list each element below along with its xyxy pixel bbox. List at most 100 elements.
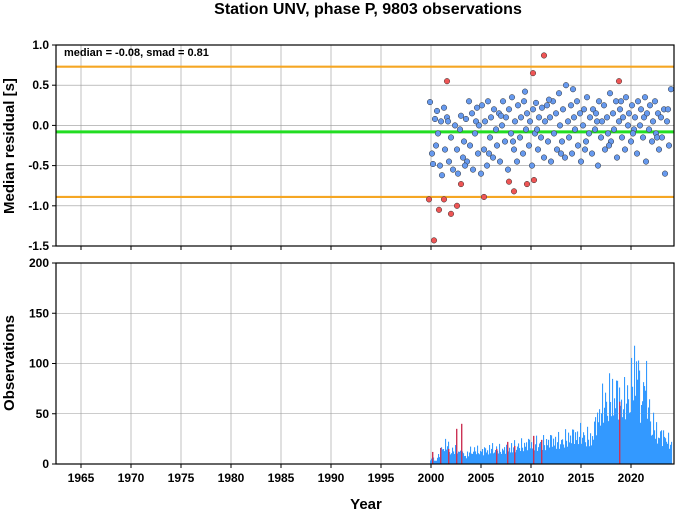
y-tick-label: 200 (29, 256, 49, 270)
observation-bar (578, 444, 580, 464)
observation-bar (667, 443, 669, 464)
residual-point (576, 110, 584, 117)
x-tick-label: 1995 (368, 471, 395, 485)
observation-bar (653, 412, 655, 464)
residual-point (528, 162, 536, 169)
residual-point (444, 118, 452, 125)
residual-point (543, 102, 551, 109)
residual-point (624, 122, 632, 129)
outlier-observation-bar (496, 448, 498, 464)
observation-bar (647, 418, 649, 464)
observation-bar (506, 444, 508, 464)
observation-bar (622, 417, 624, 464)
residual-point (456, 126, 464, 133)
observation-bar (558, 431, 560, 464)
observation-bar (648, 407, 650, 464)
residual-point (600, 102, 608, 109)
residual-point (431, 115, 439, 123)
observation-bar (446, 449, 448, 464)
residual-point (594, 162, 602, 169)
observation-bar (433, 457, 435, 464)
x-tick-label: 1990 (318, 471, 345, 485)
observation-bar (457, 453, 459, 464)
outlier-point (523, 181, 531, 188)
observation-bar (516, 449, 518, 464)
residual-point (451, 122, 459, 129)
observation-bar (561, 439, 563, 464)
residual-point (574, 142, 582, 149)
residual-point (535, 114, 543, 121)
observation-bar (523, 451, 525, 464)
residual-point (604, 130, 612, 137)
observation-bar (437, 457, 439, 464)
observation-bar (459, 451, 461, 464)
y-tick-label: 100 (29, 357, 49, 371)
residual-point (508, 94, 516, 101)
observation-bar (649, 399, 651, 464)
observation-bar (503, 450, 505, 464)
residual-point (483, 162, 491, 169)
observation-bar (484, 447, 486, 464)
observation-bar (493, 453, 495, 464)
residual-point (511, 118, 519, 125)
observations-bars (430, 345, 673, 464)
residual-point (569, 86, 577, 93)
observation-bar (598, 422, 600, 464)
observation-bar (476, 454, 478, 464)
observation-bar (481, 451, 483, 464)
y-tick-label: 0 (42, 457, 49, 471)
residual-point (610, 126, 618, 133)
observation-bar (530, 448, 532, 464)
residual-point (568, 150, 576, 157)
residual-point (447, 134, 455, 141)
residual-point (653, 134, 661, 141)
outlier-observation-bar (507, 441, 509, 464)
observation-bar (508, 451, 510, 464)
observation-bar (452, 447, 454, 464)
observation-bar (614, 398, 616, 464)
observation-bar (528, 438, 530, 464)
observation-bar (657, 443, 659, 464)
residual-point (523, 110, 531, 117)
observation-bar (525, 446, 527, 464)
x-tick-label: 1965 (68, 471, 95, 485)
residual-point (460, 138, 468, 145)
residual-point (469, 166, 477, 173)
y-tick-label: 1.0 (32, 38, 49, 52)
observation-bar (564, 447, 566, 464)
x-axis-label: Year (350, 496, 382, 511)
observation-bar (550, 435, 552, 464)
observation-bar (436, 460, 438, 464)
outlier-point (530, 177, 538, 184)
residual-point (428, 150, 436, 157)
residual-point (553, 146, 561, 153)
observation-bar (539, 443, 541, 464)
observation-bar (651, 435, 653, 464)
observation-bar (671, 441, 673, 464)
residual-point (426, 99, 434, 106)
outlier-point (505, 178, 513, 185)
residual-point (454, 170, 462, 177)
observation-bar (480, 450, 482, 464)
residual-point (485, 150, 493, 157)
residual-point (540, 154, 548, 161)
observation-bar (485, 448, 487, 464)
observation-bar (501, 453, 503, 464)
residual-point (434, 130, 442, 137)
observation-bar (629, 412, 631, 464)
observation-bar (655, 438, 657, 464)
observation-bar (486, 452, 488, 464)
residual-point (519, 150, 527, 157)
observation-bar (573, 429, 575, 464)
residual-point (591, 126, 599, 133)
observations-y-axis-label: Observations (1, 315, 18, 411)
observation-bar (482, 448, 484, 464)
residual-point (559, 106, 567, 113)
observation-bar (584, 435, 586, 464)
residual-point (637, 106, 645, 113)
residual-point (558, 138, 566, 145)
observation-bar (595, 417, 597, 464)
observation-bar (536, 435, 538, 464)
residual-point (621, 146, 629, 153)
residual-point (433, 107, 441, 114)
